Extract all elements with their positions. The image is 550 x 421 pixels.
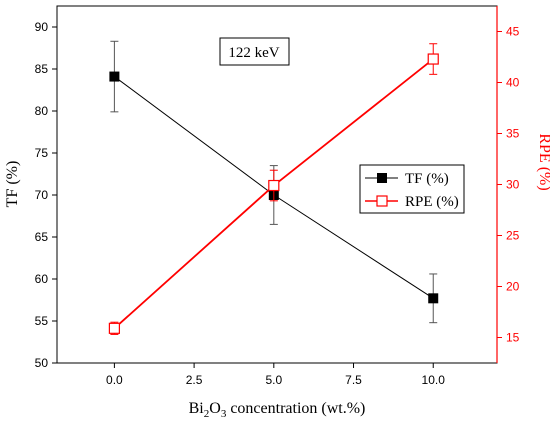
y-axis-left-title: TF (%) <box>4 161 21 208</box>
x-tick-label: 0.0 <box>106 373 123 387</box>
data-point-rpe <box>427 53 439 65</box>
x-axis-ticks: 0.0 2.5 5.0 7.5 10.0 <box>106 363 445 387</box>
x-tick-label: 5.0 <box>265 373 282 387</box>
left-tick-label: 65 <box>35 230 49 244</box>
legend-tf-label: TF (%) <box>405 171 449 187</box>
left-tick-label: 60 <box>35 272 49 286</box>
left-tick-label: 75 <box>35 146 49 160</box>
left-tick-label: 80 <box>35 104 49 118</box>
annotation-box <box>219 37 290 66</box>
right-tick-label: 30 <box>506 178 520 192</box>
annotation-label: 122 keV <box>228 45 279 61</box>
x-axis-title: Bi2O3 concentration (wt.%) <box>189 400 366 420</box>
left-tick-label: 90 <box>35 20 49 34</box>
right-tick-label: 40 <box>506 76 520 90</box>
series-layer <box>108 40 439 335</box>
right-tick-label: 15 <box>506 331 520 345</box>
x-tick-label: 2.5 <box>186 373 203 387</box>
left-tick-label: 50 <box>35 356 49 370</box>
left-axis-ticks: 50 55 60 65 70 75 80 85 90 <box>35 20 57 370</box>
data-point-rpe <box>108 322 120 334</box>
left-tick-label: 55 <box>35 314 49 328</box>
x-tick-label: 7.5 <box>345 373 362 387</box>
right-tick-label: 45 <box>506 25 520 39</box>
left-tick-label: 85 <box>35 62 49 76</box>
right-tick-label: 35 <box>506 127 520 141</box>
right-tick-label: 25 <box>506 229 520 243</box>
data-point-tf <box>428 293 439 304</box>
y-axis-right-title: RPE (%) <box>536 133 550 190</box>
legend-rpe-marker <box>376 195 388 207</box>
data-point-tf <box>109 71 120 82</box>
legend-tf-marker <box>377 173 387 183</box>
x-tick-label: 10.0 <box>422 373 446 387</box>
right-tick-label: 20 <box>506 280 520 294</box>
right-axis-ticks: 15 20 25 30 35 40 45 <box>497 25 520 345</box>
data-point-rpe <box>268 179 280 192</box>
left-tick-label: 70 <box>35 188 49 202</box>
legend-rpe-label: RPE (%) <box>405 194 459 210</box>
